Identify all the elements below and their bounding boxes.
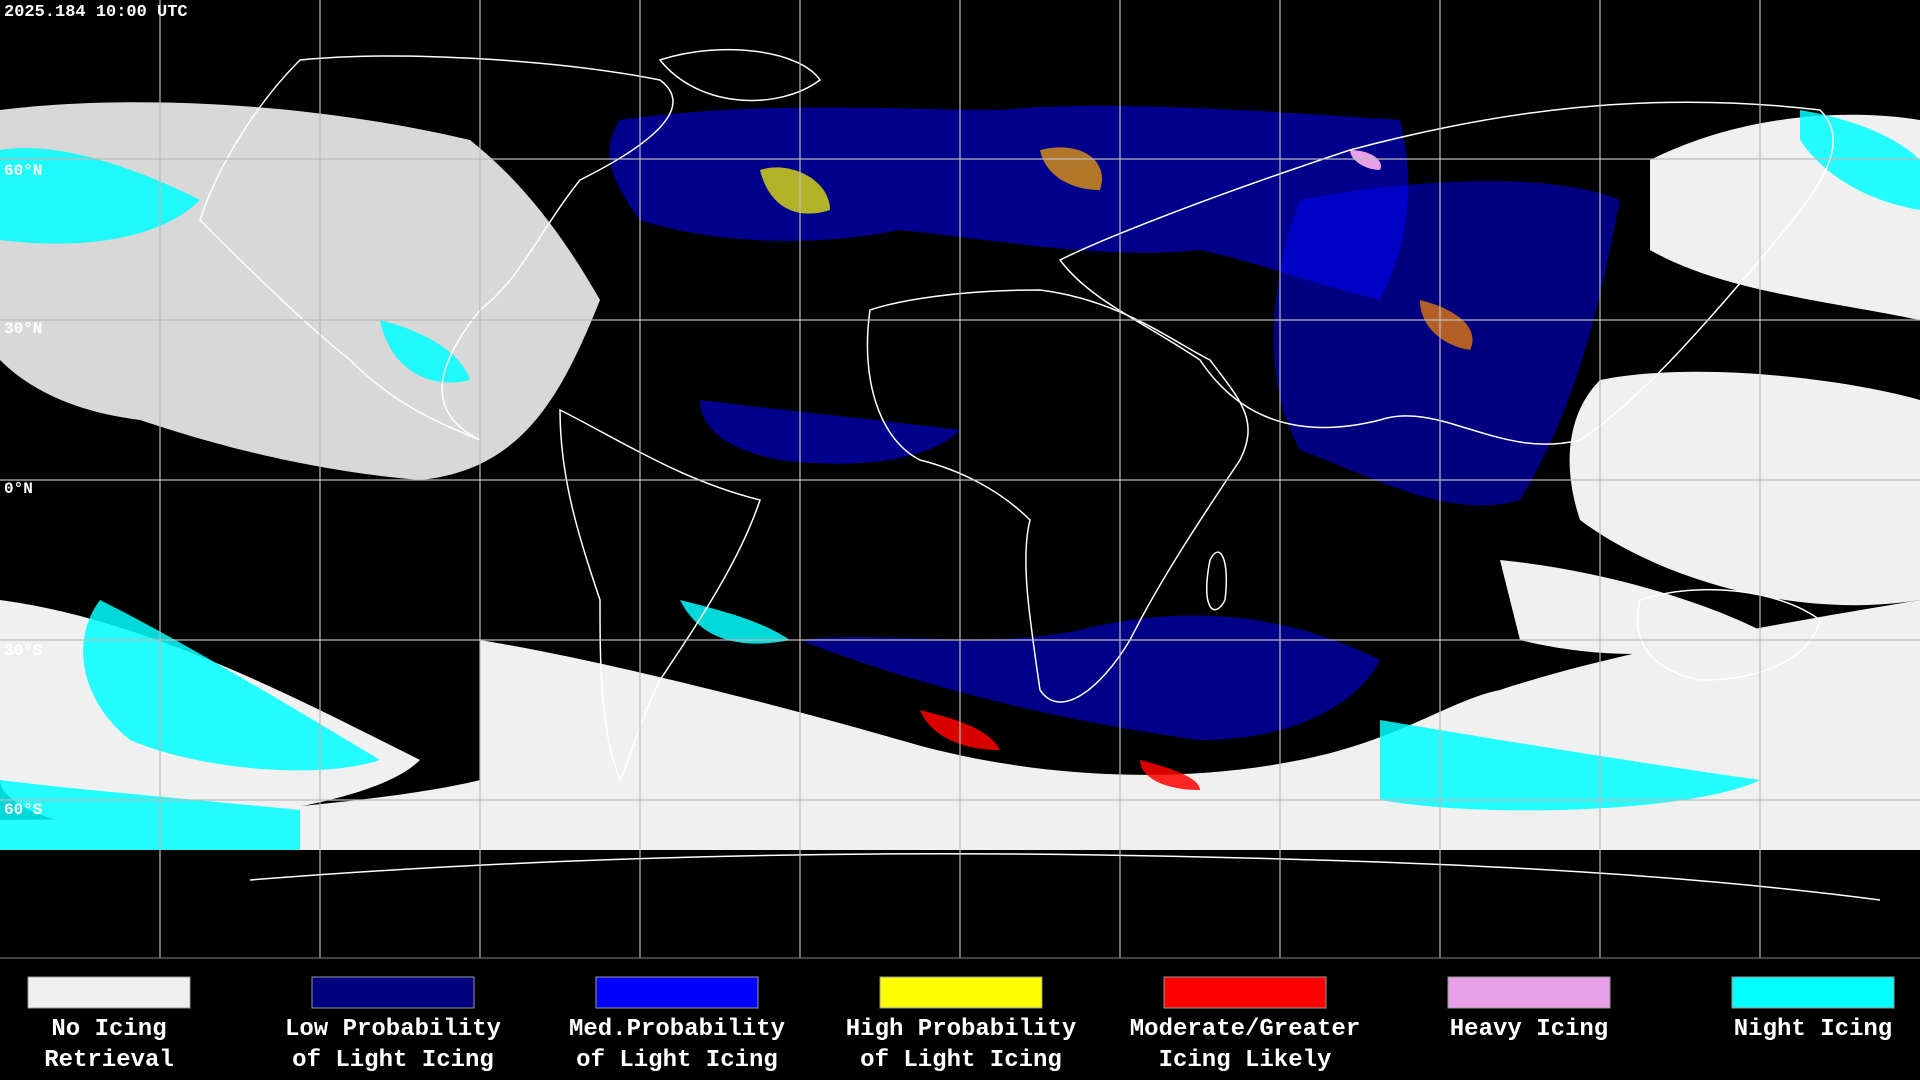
legend-label: Moderate/Greater <box>1130 1016 1360 1043</box>
legend-label: No Icing <box>51 1016 166 1043</box>
latitude-label: 30°N <box>4 320 42 338</box>
legend-swatch <box>311 976 475 1009</box>
legend-label: Night Icing <box>1734 1016 1892 1043</box>
coastlines <box>199 48 1881 901</box>
legend-swatch <box>27 976 191 1009</box>
legend-label: Low Probability <box>285 1016 501 1043</box>
legend-swatch <box>1163 976 1327 1009</box>
legend-swatch <box>1731 976 1895 1009</box>
legend-swatch <box>879 976 1043 1009</box>
legend-label: of Light Icing <box>292 1047 494 1074</box>
legend-label: Med.Probability <box>569 1016 785 1043</box>
graticule <box>0 0 1920 958</box>
legend-label: of Light Icing <box>576 1047 778 1074</box>
latitude-label: 60°N <box>4 162 42 180</box>
latitude-label: 0°N <box>4 480 33 498</box>
legend-swatch <box>595 976 759 1009</box>
latitude-label: 30°S <box>4 642 43 660</box>
legend-label: Heavy Icing <box>1450 1016 1608 1043</box>
legend-label: Retrieval <box>44 1047 174 1074</box>
latitude-label: 60°S <box>4 801 43 819</box>
timestamp: 2025.184 10:00 UTC <box>4 3 188 22</box>
legend-label: of Light Icing <box>860 1047 1062 1074</box>
legend-label: Icing Likely <box>1159 1047 1332 1074</box>
legend-label: High Probability <box>846 1016 1076 1043</box>
legend-swatch <box>1447 976 1611 1009</box>
